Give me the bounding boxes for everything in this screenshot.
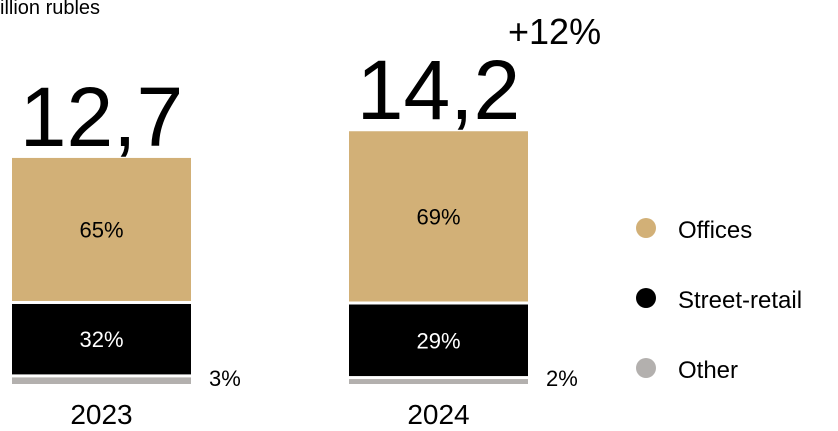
legend-marker [636,288,656,308]
x-tick-label: 2023 [70,399,132,430]
chart-subtitle: illion rubles [0,0,100,19]
bar-segment [349,131,528,302]
legend-marker [636,358,656,378]
value-label: 3% [209,366,241,391]
bar-segment [12,377,191,384]
bar-segment [349,304,528,377]
value-label: 65% [79,217,123,242]
legend-label: Street-retail [678,287,802,314]
value-label: 29% [416,328,460,353]
legend-label: Offices [678,217,752,244]
bar-segment [12,303,191,375]
legend-label: Other [678,357,738,384]
value-label: 69% [416,204,460,229]
bar-segment [12,157,191,301]
total-label: 14,2 [357,43,521,137]
x-tick-label: 2024 [407,399,469,430]
total-label: 12,7 [20,70,184,164]
legend-marker [636,218,656,238]
growth-annotation: +12% [508,11,601,52]
bar-segment [349,379,528,384]
value-label: 2% [546,366,578,391]
value-label: 32% [79,327,123,352]
